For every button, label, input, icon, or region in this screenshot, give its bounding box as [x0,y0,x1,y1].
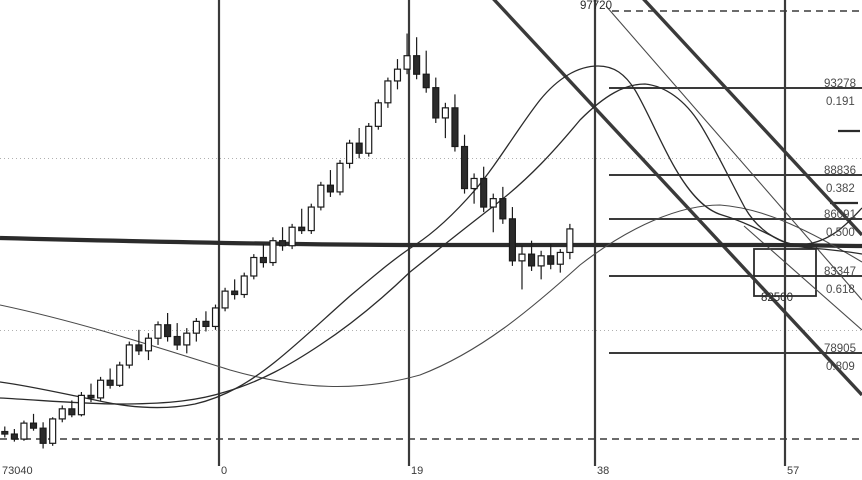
candle-body-down [508,218,516,262]
candle-body-up [346,142,354,164]
candle-body-down [480,177,488,208]
candle-body-up [183,332,191,346]
candle-body-up [566,228,574,254]
candle-body-down [355,142,363,154]
fib-price-0382: 88836 [824,165,856,177]
fib-price-0191: 93278 [824,78,856,90]
candle-body-up [58,408,66,420]
ma-base-line [0,235,862,249]
fib-level-solid [609,87,862,354]
candle-body-down [87,394,95,399]
fib-ratio-0382: 0.382 [826,183,855,195]
candle-body-down [164,324,172,338]
candlestick-series [1,33,574,449]
fib-ratio-0809: 0.809 [826,361,855,373]
candle-body-down [499,198,507,220]
fib-price-0500: 86091 [824,209,856,221]
candle-body-down [231,290,239,296]
candle-body-up [288,226,296,247]
candle-body-up [489,198,497,208]
candle-body-up [384,80,392,104]
candle-body-up [211,307,220,328]
candle-body-up [116,364,124,386]
axis-label-x-38: 38 [597,465,610,477]
ma-short-line [0,65,862,409]
candle-body-up [144,337,153,352]
candle-body-down [527,253,536,267]
candle-body-down [259,256,267,264]
annotation-support-level: 82500 [761,292,793,304]
candle-body-up [20,422,28,440]
candle-body-up [365,125,373,154]
candle-body-up [374,102,382,127]
candle-body-up [154,324,162,339]
fib-price-0618: 83347 [824,266,856,278]
candle-body-up [77,394,85,416]
candle-body-down [39,427,47,444]
candle-body-down [460,145,469,190]
fib-price-0809: 78905 [824,343,856,355]
candle-body-down [173,335,181,346]
axis-label-x-0: 0 [221,465,228,477]
vertical-gridlines [217,0,787,466]
candle-body-up [317,184,325,208]
candle-body-up [125,344,133,366]
candle-body-up [403,55,411,70]
candle-body-up [96,379,105,399]
candle-body-down [10,433,18,440]
fib-level-dashed [0,10,862,440]
ma-long-line [0,204,862,388]
candle-body-down [135,344,143,352]
candle-body-down [413,55,421,75]
candle-body-down [547,255,555,265]
ma-mid-line [0,83,862,405]
fib-ratio-0618: 0.618 [826,284,855,296]
candle-body-down [422,73,430,89]
candle-body-down [298,226,306,232]
candle-body-down [432,87,440,119]
candle-body-up [49,418,57,444]
axis-label-x-57: 57 [787,465,800,477]
candle-body-up [240,275,248,296]
candle-body-up [470,177,478,190]
candle-body-up [221,290,229,309]
axis-label-x-19: 19 [411,465,424,477]
candle-body-down [202,320,210,328]
annotation-swing-high: 97720 [580,0,612,12]
candle-body-up [250,256,258,277]
candle-body-up [192,320,200,334]
candle-body-up [441,107,449,119]
fib-ratio-0500: 0.500 [826,227,855,239]
candle-body-down [1,430,9,435]
axis-label-price-min: 73040 [2,465,33,477]
candle-body-up [336,162,344,193]
candle-body-down [29,422,38,429]
candle-body-up [518,253,526,262]
candle-body-up [307,206,315,232]
support-box [753,248,817,297]
candle-body-down [68,408,76,416]
candle-body-up [393,68,402,82]
fib-ratio-0191: 0.191 [826,96,855,108]
trendline-descending-channel [492,0,862,397]
candle-body-down [326,184,334,193]
candle-body-up [537,255,545,267]
candle-body-up [269,240,277,264]
candle-body-down [278,240,287,247]
candle-body-down [451,107,459,148]
candle-body-down [106,379,114,386]
candle-body-up [556,251,564,265]
